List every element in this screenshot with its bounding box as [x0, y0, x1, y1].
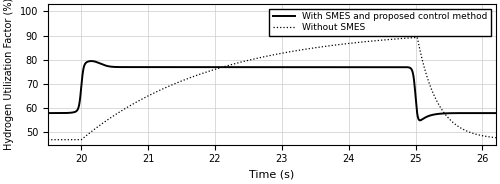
Without SMES — [493, 137, 499, 139]
Without SMES — [282, 52, 288, 54]
With SMES and proposed control method — [118, 66, 124, 68]
Without SMES — [45, 139, 51, 141]
X-axis label: Time (s): Time (s) — [249, 170, 294, 180]
With SMES and proposed control method — [102, 64, 108, 66]
Without SMES — [367, 40, 373, 42]
Without SMES — [384, 38, 390, 41]
Without SMES — [138, 98, 144, 101]
Without SMES — [102, 121, 107, 123]
With SMES and proposed control method — [384, 66, 390, 68]
With SMES and proposed control method — [88, 60, 94, 62]
With SMES and proposed control method — [282, 66, 288, 68]
With SMES and proposed control method — [138, 66, 144, 68]
Line: Without SMES: Without SMES — [48, 28, 496, 140]
Line: With SMES and proposed control method: With SMES and proposed control method — [48, 61, 496, 120]
Without SMES — [412, 27, 418, 29]
Without SMES — [118, 110, 124, 112]
Y-axis label: Hydrogen Utilization Factor (%): Hydrogen Utilization Factor (%) — [4, 0, 14, 151]
Legend: With SMES and proposed control method, Without SMES: With SMES and proposed control method, W… — [269, 9, 492, 36]
With SMES and proposed control method — [417, 119, 423, 121]
With SMES and proposed control method — [368, 66, 374, 68]
With SMES and proposed control method — [45, 112, 51, 114]
With SMES and proposed control method — [493, 112, 499, 114]
